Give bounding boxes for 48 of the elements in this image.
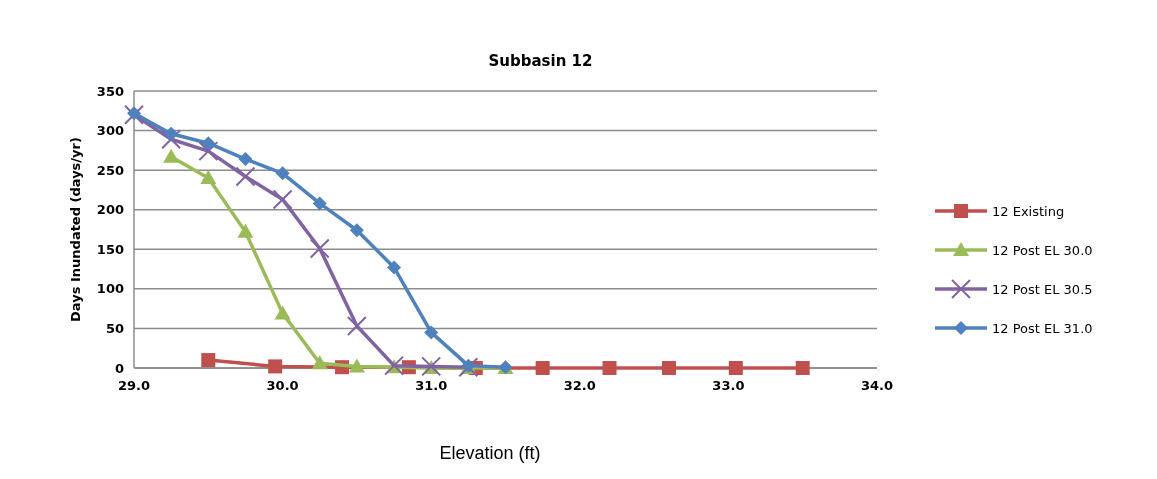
point [161,129,182,150]
legend-label: 12 Existing [992,203,1065,219]
point [348,358,365,373]
y-tick-label: 0 [114,360,124,376]
point [387,260,402,275]
x-tick-label: 29.0 [117,378,151,393]
point [535,361,550,375]
point [272,189,293,210]
point [602,361,617,375]
point [201,353,216,368]
point [238,152,253,167]
legend-label: 12 Post EL 30.5 [992,281,1093,297]
y-axis-title: Days Inundated (days/yr) [68,137,83,322]
point [268,359,283,374]
point [274,305,291,320]
point [200,170,217,185]
point [235,166,256,187]
x-tick-label: 31.0 [415,378,448,393]
y-tick-label: 350 [96,83,124,99]
y-tick-label: 300 [96,123,124,139]
point [237,223,254,238]
point [346,316,367,337]
x-axis-title: Elevation (ft) [439,443,541,463]
legend-label: 12 Post EL 31.0 [992,320,1093,336]
legend-label: 12 Post EL 30.0 [992,242,1093,258]
y-tick-label: 200 [96,202,124,218]
point [311,355,328,370]
x-tick-label: 32.0 [563,378,596,393]
point [201,136,216,151]
point [163,148,180,163]
point [728,361,743,375]
point [312,196,327,211]
y-tick-label: 250 [96,162,124,178]
x-tick-label: 30.0 [266,378,299,393]
chart-title: Subbasin 12 [488,52,593,70]
point [424,325,439,340]
y-tick-label: 50 [105,320,124,336]
point [198,141,219,162]
y-tick-label: 150 [96,241,124,257]
x-tick-label: 34.0 [860,378,894,393]
x-tick-label: 33.0 [712,378,745,393]
point [275,166,290,181]
point [164,126,179,141]
point [661,361,676,375]
point [309,238,330,259]
y-tick-label: 100 [96,281,124,297]
point [795,361,810,375]
point [349,223,364,238]
